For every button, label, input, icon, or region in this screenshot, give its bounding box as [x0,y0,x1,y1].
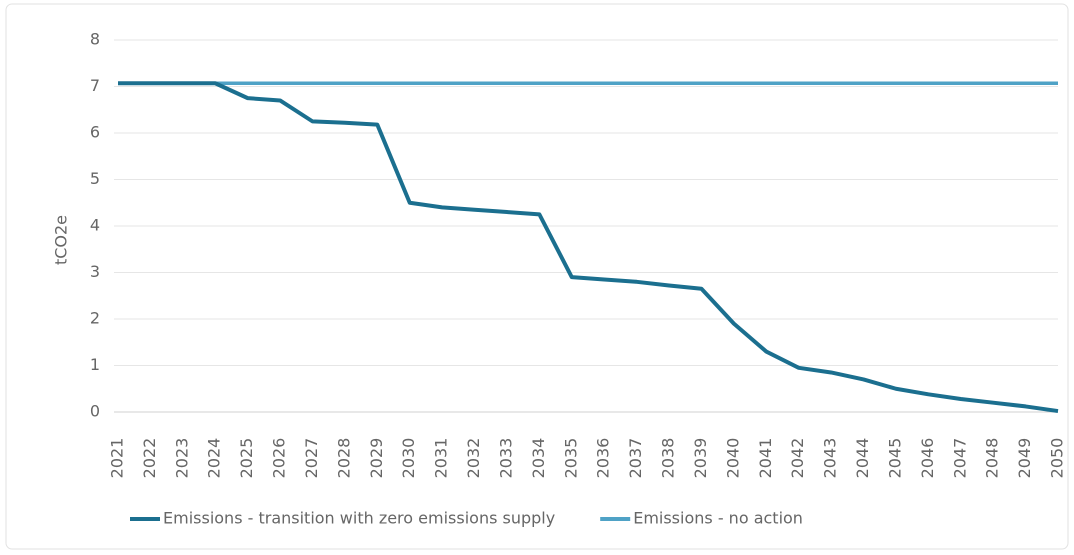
legend-label: Emissions - transition with zero emissio… [163,509,555,528]
x-tick-label: 2022 [140,438,159,479]
x-tick-label: 2024 [205,438,224,479]
x-tick-label: 2026 [270,438,289,479]
y-tick-label: 4 [90,216,100,235]
x-tick-label: 2030 [399,438,418,479]
y-tick-label: 7 [90,76,100,95]
x-tick-label: 2029 [367,438,386,479]
x-tick-label: 2048 [983,438,1002,479]
x-tick-label: 2045 [885,438,904,479]
legend-label: Emissions - no action [633,509,803,528]
x-tick-label: 2033 [496,438,515,479]
y-tick-label: 3 [90,262,100,281]
y-axis-label: tCO2e [52,215,71,265]
x-tick-label: 2038 [659,438,678,479]
series-line [118,81,1059,414]
x-tick-label: 2047 [950,438,969,479]
y-tick-label: 5 [90,169,100,188]
x-tick-label: 2037 [626,438,645,479]
x-tick-label: 2032 [464,438,483,479]
x-tick-label: 2040 [723,438,742,479]
x-tick-label: 2023 [172,438,191,479]
x-tick-label: 2027 [302,438,321,479]
x-tick-label: 2035 [561,438,580,479]
chart-border [5,3,1069,550]
x-tick-label: 2034 [529,438,548,479]
x-tick-label: 2021 [108,438,127,479]
y-tick-label: 1 [90,355,100,374]
x-tick-label: 2043 [821,438,840,479]
x-tick-label: 2039 [691,438,710,479]
y-tick-label: 0 [90,402,100,421]
x-tick-label: 2050 [1048,438,1067,479]
x-tick-label: 2041 [756,438,775,479]
x-tick-label: 2025 [237,438,256,479]
y-tick-label: 6 [90,123,100,142]
x-tick-label: 2049 [1015,438,1034,479]
y-tick-label: 8 [90,30,100,49]
x-tick-label: 2031 [432,438,451,479]
x-tick-label: 2036 [594,438,613,479]
x-tick-label: 2028 [334,438,353,479]
x-tick-label: 2042 [788,438,807,479]
y-tick-label: 2 [90,309,100,328]
x-tick-label: 2046 [918,438,937,479]
x-tick-label: 2044 [853,438,872,479]
